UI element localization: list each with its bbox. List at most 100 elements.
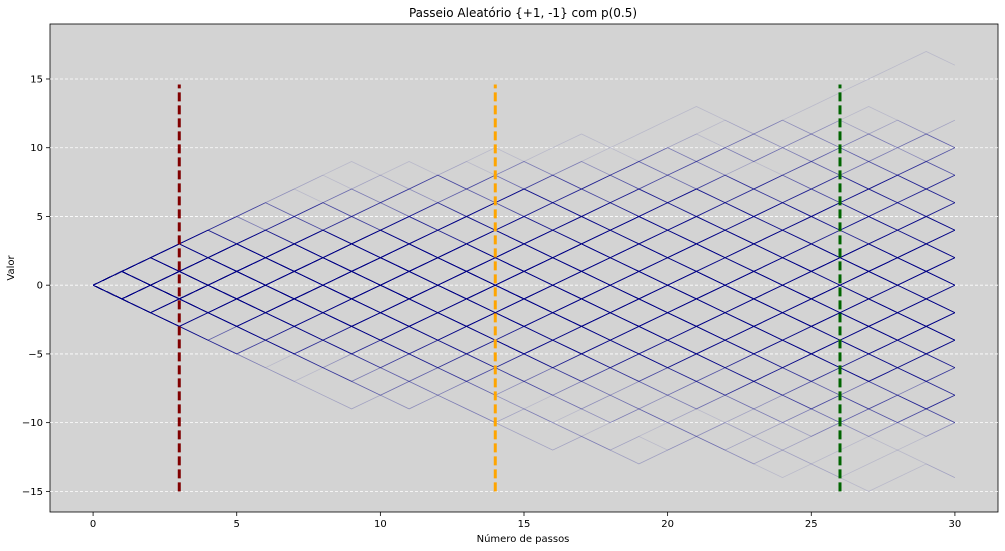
walk-line [92,202,956,286]
walk-line [92,243,956,327]
walk-line [92,147,956,286]
walk-line [92,270,956,341]
walk-line [92,161,956,300]
walk-line [92,243,956,369]
walk-line [92,216,956,300]
walk-line [92,216,956,382]
walk-line [92,270,956,327]
walk-line [92,147,956,286]
walk-line [92,174,956,355]
walk-line [92,174,956,300]
walk-line [92,229,956,355]
walk-line [92,284,956,423]
walk-line [92,216,956,355]
walk-line [92,270,956,327]
walk-line [92,284,956,369]
walk-line [92,216,956,314]
walk-line [92,243,956,300]
walk-line [92,257,956,341]
walk-line [92,243,956,382]
walk-line [92,243,956,341]
walk-line [92,257,956,410]
walk-line [92,284,956,410]
walk-line [92,243,956,314]
walk-line [92,161,956,286]
walk-line [92,161,956,286]
walk-line [92,174,956,286]
walk-line [92,174,956,286]
walk-line [92,257,956,382]
walk-line [92,243,956,327]
walk-line [92,257,956,341]
walk-line [92,119,956,286]
walk-line [92,270,956,369]
walk-line [92,202,956,286]
walk-line [92,216,956,300]
walk-line [92,188,956,314]
walk-line [92,229,956,300]
walk-line [92,147,956,300]
walk-line [92,257,956,314]
walk-line [92,270,956,369]
walk-line [92,188,956,300]
walk-line [92,270,956,341]
walk-line [92,229,956,341]
walk-line [92,229,956,314]
walk-line [92,270,956,341]
walk-line [92,257,956,341]
walk-line [92,229,956,341]
walk-line [92,202,956,314]
walk-line [92,147,956,327]
walk-line [92,243,956,314]
walk-line [92,202,956,355]
walk-line [92,174,956,300]
walk-line [92,257,956,341]
walk-line [92,229,956,314]
walk-line [92,229,956,327]
walk-line [92,257,956,327]
y-axis-label: Valor [6,255,17,281]
walk-line [92,284,956,424]
walk-line [92,270,956,355]
walk-line [92,257,956,355]
walk-line [92,216,956,314]
walk-line [92,243,956,300]
walk-line [92,229,956,341]
walk-line [92,243,956,300]
walk-line [92,229,956,314]
walk-line [92,243,956,369]
walk-line [92,188,956,300]
walk-line [92,243,956,369]
walk-line [92,202,956,327]
walk-line [92,257,956,314]
walk-line [92,229,956,300]
walk-line [92,229,956,300]
walk-line [92,229,956,314]
walk-line [92,174,956,300]
walk-line [92,257,956,382]
walk-line [92,257,956,355]
walk-line [92,229,956,314]
walk-line [92,270,956,382]
y-tick-label: 0 [37,281,43,292]
walk-line [92,257,956,314]
walk-line [92,161,956,286]
walk-line [92,229,956,327]
walk-line [92,188,956,314]
walk-line [92,243,956,300]
walk-line [92,188,956,314]
walk-line [92,270,956,396]
walk-line [92,270,956,382]
walk-line [92,202,956,286]
walk-line [92,216,956,300]
walk-line [92,243,956,314]
walk-line [92,229,956,341]
walk-line [92,216,956,286]
walk-line [92,270,956,396]
walk-line [92,270,956,355]
walk-line [92,257,956,369]
walk-line [92,188,956,300]
walk-line [92,202,956,300]
walk-line [92,284,956,382]
